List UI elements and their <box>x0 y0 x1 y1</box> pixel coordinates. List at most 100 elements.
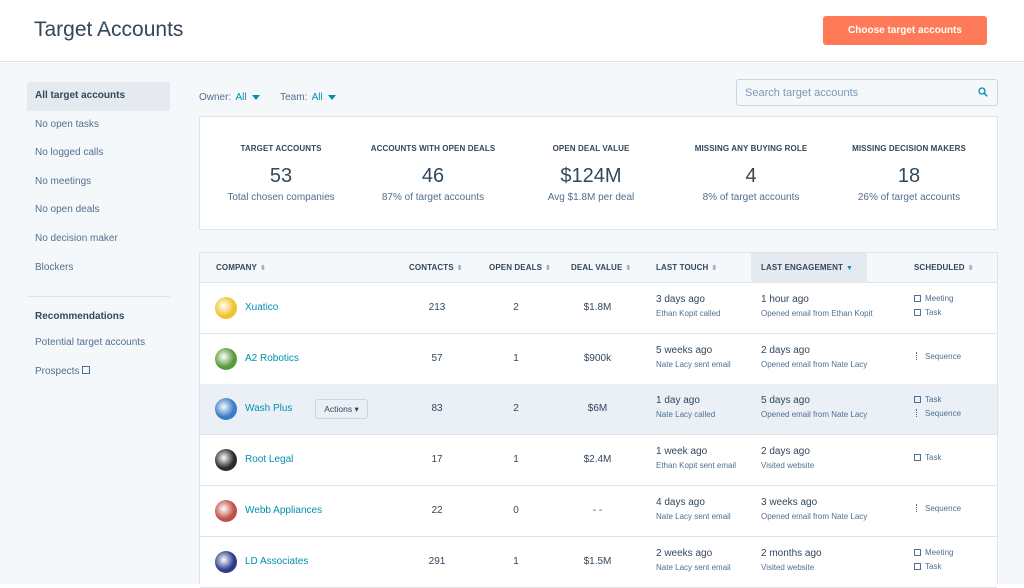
table-row[interactable]: A2 Robotics 57 1 $900k 5 weeks ago Nate Lacy … <box>200 334 997 385</box>
calendar-icon <box>914 309 921 316</box>
sidebar-item-prospects[interactable]: Prospects <box>27 358 170 387</box>
column-header-open-deals[interactable]: OPEN DEALS ⬍ <box>489 253 551 283</box>
last-touch-time: 4 days ago <box>656 497 705 508</box>
scheduled-item[interactable]: Sequence <box>914 409 961 418</box>
company-link[interactable]: Root Legal <box>245 454 294 465</box>
company-logo <box>215 398 237 420</box>
sequence-icon <box>916 409 920 417</box>
scheduled-label: Sequence <box>925 504 962 513</box>
sequence-icon <box>916 504 920 512</box>
stat-value: 4 <box>745 165 757 187</box>
owner-filter-dropdown[interactable]: All <box>235 92 261 103</box>
external-link-icon <box>82 365 91 374</box>
last-engagement-time: 5 days ago <box>761 395 810 406</box>
sidebar-item-no-open-tasks[interactable]: No open tasks <box>35 118 99 130</box>
contacts-count: 291 <box>428 556 446 567</box>
search-input[interactable] <box>737 80 967 105</box>
sidebar-item-potential-target-accounts[interactable]: Potential target accounts <box>35 337 146 349</box>
open-deals-count: 1 <box>513 556 519 567</box>
team-filter-label: Team: <box>280 92 308 103</box>
search-icon[interactable] <box>978 87 988 97</box>
sidebar: All target accounts No open tasks No log… <box>27 82 170 386</box>
company-link[interactable]: A2 Robotics <box>245 353 299 364</box>
last-touch-time: 1 week ago <box>656 446 708 457</box>
actions-dropdown-button[interactable]: Actions ▾ <box>315 399 368 419</box>
scheduled-item[interactable]: Task <box>914 562 941 571</box>
team-filter-dropdown[interactable]: All <box>312 92 338 103</box>
last-touch-time: 2 weeks ago <box>656 548 713 559</box>
company-logo <box>215 551 237 573</box>
column-header-contacts[interactable]: CONTACTS ⬍ <box>409 253 463 283</box>
column-header-deal-value[interactable]: DEAL VALUE ⬍ <box>571 253 631 283</box>
last-engagement-detail: Opened email from Nate Lacy <box>761 360 868 369</box>
last-touch-time: 1 day ago <box>656 395 700 406</box>
scheduled-item[interactable]: Task <box>914 308 941 317</box>
table-header: COMPANY ⬍ CONTACTS ⬍ OPEN DEALS ⬍ DEAL VALU… <box>200 253 997 283</box>
owner-filter-label: Owner: <box>199 92 232 103</box>
scheduled-item[interactable]: Meeting <box>914 548 953 557</box>
scheduled-label: Meeting <box>925 548 954 557</box>
contacts-count: 57 <box>431 353 443 364</box>
scheduled-label: Task <box>925 395 942 404</box>
table-row[interactable]: Webb Appliances 22 0 - - 4 days ago Nate Lacy… <box>200 486 997 537</box>
scheduled-item[interactable]: Sequence <box>914 352 961 361</box>
column-header-label: OPEN DEALS <box>489 263 543 272</box>
scheduled-item[interactable]: Sequence <box>914 504 961 513</box>
last-touch-time: 5 weeks ago <box>656 345 713 356</box>
table-row[interactable]: Xuatico 213 2 $1.8M 3 days ago Ethan Kopit ca… <box>200 283 997 334</box>
scheduled-label: Sequence <box>925 352 962 361</box>
stat-label: ACCOUNTS WITH OPEN DEALS <box>370 144 496 153</box>
scheduled-item[interactable]: Task <box>914 395 941 404</box>
stat-value: 46 <box>421 165 445 187</box>
stat-label: MISSING ANY BUYING ROLE <box>694 144 808 153</box>
sidebar-item-all-target-accounts[interactable]: All target accounts <box>27 82 170 111</box>
table-row[interactable]: LD Associates 291 1 $1.5M 2 weeks ago Nate La… <box>200 537 997 588</box>
sidebar-item-no-meetings[interactable]: No meetings <box>35 175 92 187</box>
stat-label: TARGET ACCOUNTS <box>240 144 322 153</box>
deal-value: $2.4M <box>583 454 612 465</box>
stat-value: 53 <box>269 165 293 187</box>
table-row[interactable]: Wash Plus Actions ▾ 83 2 $6M 1 day ago Nate La… <box>200 384 997 435</box>
stat-label: MISSING DECISION MAKERS <box>852 144 966 153</box>
company-logo <box>215 500 237 522</box>
scheduled-label: Task <box>925 562 942 571</box>
choose-target-accounts-button[interactable]: Choose target accounts <box>823 16 987 45</box>
column-header-company[interactable]: COMPANY ⬍ <box>216 253 266 283</box>
sidebar-item-no-open-deals[interactable]: No open deals <box>35 204 100 216</box>
calendar-icon <box>914 295 921 302</box>
calendar-icon <box>914 563 921 570</box>
sort-icon: ⬍ <box>260 265 266 272</box>
scheduled-item[interactable]: Task <box>914 453 941 462</box>
column-header-scheduled[interactable]: SCHEDULED ⬍ <box>914 253 974 283</box>
team-filter-value: All <box>311 92 323 103</box>
column-header-label: CONTACTS <box>409 263 454 272</box>
last-engagement-detail: Opened email from Nate Lacy <box>761 512 868 521</box>
company-link[interactable]: LD Associates <box>245 556 309 567</box>
sidebar-divider <box>27 296 170 298</box>
deal-value: - - <box>592 505 603 516</box>
calendar-icon <box>914 454 921 461</box>
contacts-count: 213 <box>428 302 446 313</box>
open-deals-count: 0 <box>513 505 519 516</box>
page-title: Target Accounts <box>34 18 184 41</box>
last-engagement-detail: Opened email from Nate Lacy <box>761 410 868 419</box>
stat-value: 18 <box>897 165 921 187</box>
sidebar-item-blockers[interactable]: Blockers <box>35 261 74 273</box>
company-link[interactable]: Xuatico <box>245 302 279 313</box>
summary-stats-panel: TARGET ACCOUNTS 53 Total chosen companie… <box>199 116 998 230</box>
company-link[interactable]: Wash Plus <box>245 403 293 414</box>
calendar-icon <box>914 396 921 403</box>
sidebar-item-no-logged-calls[interactable]: No logged calls <box>35 147 104 159</box>
sidebar-item-no-decision-maker[interactable]: No decision maker <box>35 232 118 244</box>
table-row[interactable]: Root Legal 17 1 $2.4M 1 week ago Ethan Kopit … <box>200 435 997 486</box>
last-touch-time: 3 days ago <box>656 294 705 305</box>
column-header-last-engagement[interactable]: LAST ENGAGEMENT ▼ <box>751 253 867 283</box>
column-header-last-touch[interactable]: LAST TOUCH ⬍ <box>656 253 717 283</box>
stat-label: OPEN DEAL VALUE <box>552 144 630 153</box>
actions-label: Actions <box>324 404 353 414</box>
company-link[interactable]: Webb Appliances <box>245 505 323 516</box>
sort-icon: ⬍ <box>711 265 718 272</box>
stat-subtext: Total chosen companies <box>227 192 335 203</box>
scheduled-item[interactable]: Meeting <box>914 294 953 303</box>
sidebar-item-label: Prospects <box>35 365 80 377</box>
